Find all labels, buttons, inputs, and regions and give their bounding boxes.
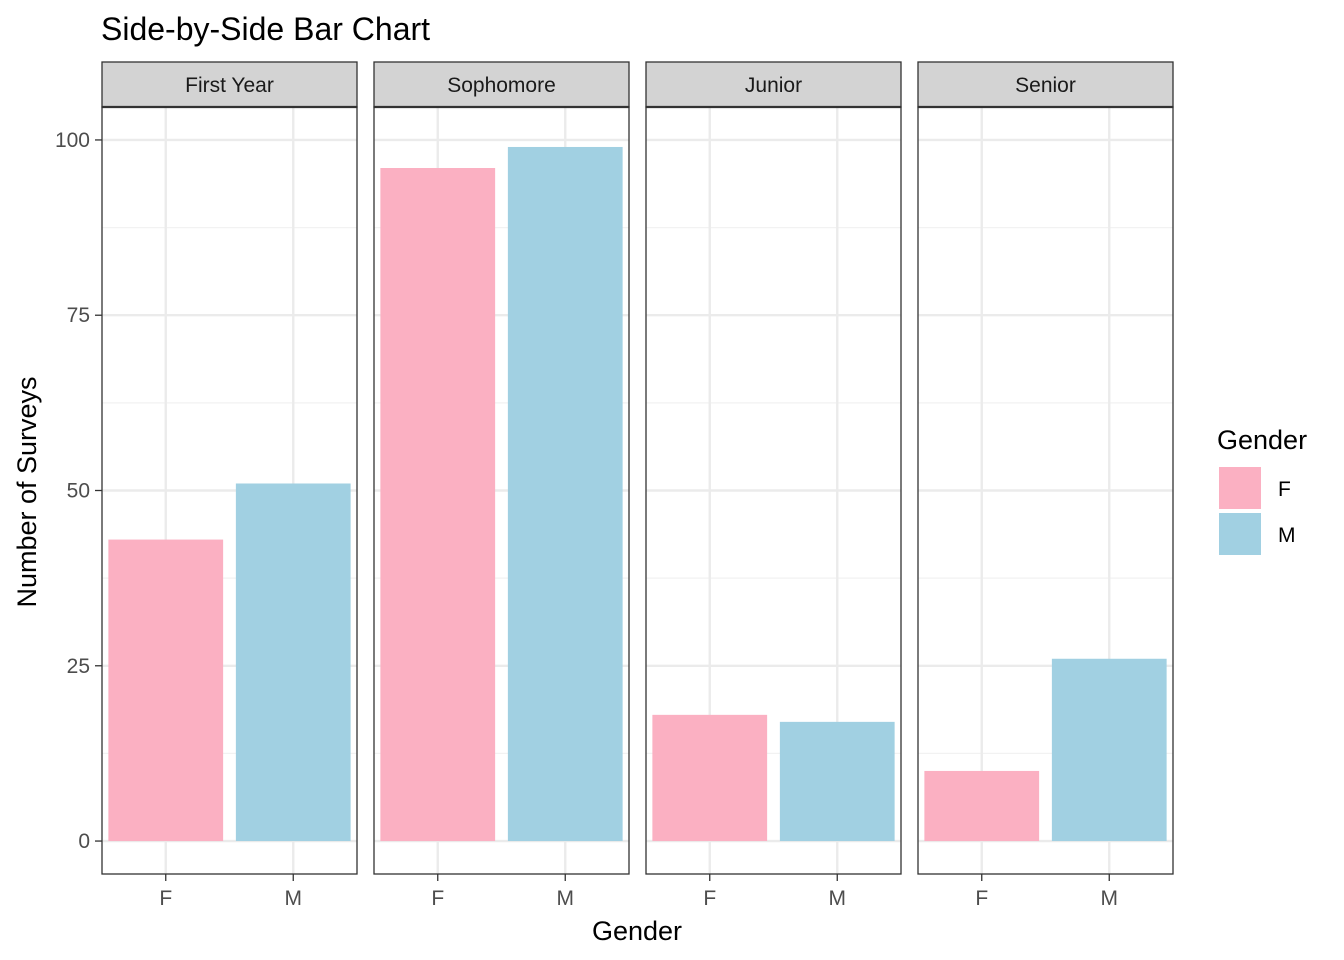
x-tick-label: F [159,887,172,910]
x-tick-label: M [285,887,303,910]
legend-key-m [1219,513,1261,555]
y-axis: 0 25 50 75 100 [55,129,102,853]
strip-background [101,61,358,108]
facet-panel: Sophomore F M [373,61,630,910]
facet-panels: First Year F M Sophomore F M Junior F M Senior F M [101,61,1174,910]
y-tick-label: 0 [78,830,90,853]
bar-m [235,483,351,842]
y-tick-label: 50 [67,480,90,503]
strip-label: First Year [185,74,274,97]
chart-title: Side-by-Side Bar Chart [101,11,430,47]
legend-label: F [1278,478,1291,501]
bar-m [779,721,895,842]
strip-label: Junior [745,74,802,97]
y-tick-label: 25 [67,655,90,678]
x-tick-label: F [975,887,988,910]
strip-label: Sophomore [447,74,556,97]
strip-label: Senior [1015,74,1076,97]
bar-f [652,714,768,842]
x-tick-label: F [431,887,444,910]
legend-label: M [1278,524,1296,547]
x-tick-label: F [703,887,716,910]
legend: Gender FM [1217,425,1307,555]
facet-panel: Senior F M [917,61,1174,910]
bar-f [924,770,1040,842]
bar-m [1051,658,1167,842]
y-axis-title: Number of Surveys [12,376,42,607]
bar-m [507,146,623,842]
y-tick-label: 100 [55,129,90,152]
legend-title: Gender [1217,425,1307,455]
legend-key-f [1219,467,1261,509]
bar-f [108,539,224,842]
facet-panel: First Year F M [101,61,358,910]
facet-panel: Junior F M [645,61,902,910]
bar-f [380,167,496,842]
x-axis-title: Gender [592,916,682,946]
x-tick-label: M [829,887,847,910]
strip-background [373,61,630,108]
x-tick-label: M [557,887,575,910]
x-tick-label: M [1101,887,1119,910]
y-tick-label: 75 [67,304,90,327]
